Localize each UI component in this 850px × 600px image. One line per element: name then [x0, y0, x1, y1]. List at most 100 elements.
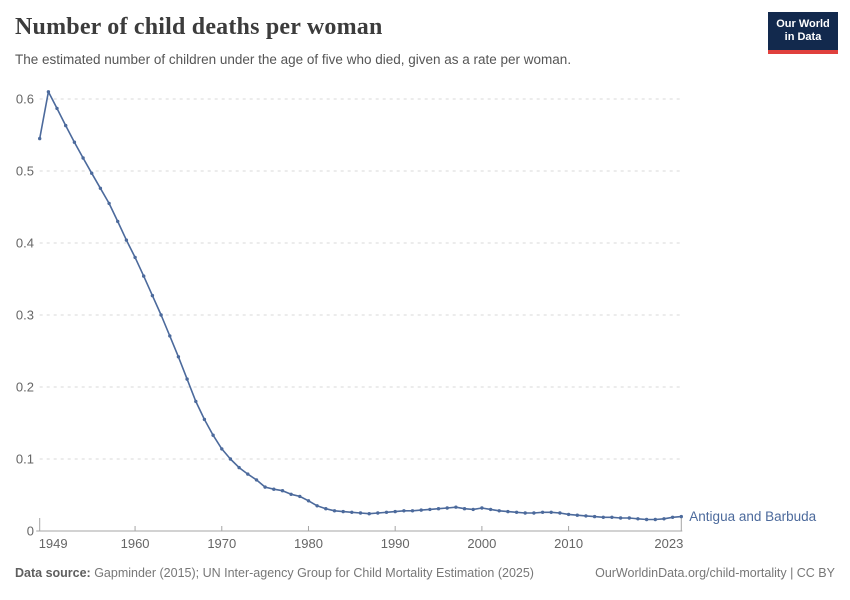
series-point: [176, 355, 181, 359]
x-tick-label: 1990: [381, 536, 410, 551]
series-point: [436, 507, 441, 511]
series-point: [159, 313, 163, 317]
series-point: [90, 171, 94, 175]
series-point: [150, 293, 155, 298]
series-point: [38, 136, 42, 141]
x-tick-label: 2010: [554, 536, 583, 551]
series-point: [116, 219, 120, 224]
series-point: [289, 492, 293, 496]
series-point: [540, 510, 545, 514]
series-point: [168, 334, 172, 338]
series-point: [523, 511, 527, 515]
series-point: [341, 509, 345, 514]
series-point: [55, 106, 59, 111]
x-tick-label: 2000: [467, 536, 496, 551]
y-axis-label: 0.1: [16, 452, 34, 467]
series-point: [237, 465, 241, 470]
x-tick-label: 1970: [207, 536, 236, 551]
data-source-note: Data source: Gapminder (2015); UN Inter-…: [15, 566, 534, 580]
series-point: [185, 377, 189, 381]
series-point: [584, 514, 588, 518]
series-point: [514, 510, 519, 514]
series-point: [480, 506, 484, 510]
series-point: [410, 509, 415, 513]
series-point: [566, 512, 571, 517]
y-axis-label: 0.6: [16, 92, 34, 107]
chart-subtitle: The estimated number of children under t…: [15, 52, 572, 67]
y-axis-label: 0.3: [16, 308, 34, 323]
series-point: [220, 447, 224, 451]
series-point: [558, 511, 562, 515]
y-axis-label: 0.5: [16, 164, 34, 179]
y-axis-label: 0.2: [16, 380, 34, 395]
series-point: [601, 515, 605, 519]
x-tick-label: 1960: [121, 536, 150, 551]
series-point: [419, 508, 423, 512]
series-point: [402, 509, 406, 513]
series-point: [592, 514, 597, 519]
series-point: [445, 506, 449, 510]
series-point: [306, 499, 311, 503]
series-line: [38, 91, 682, 521]
series-point: [298, 494, 302, 499]
owid-logo[interactable]: Our World in Data: [768, 12, 838, 54]
series-point: [350, 510, 354, 514]
series-point: [428, 507, 432, 512]
series-point: [488, 507, 493, 512]
series-point: [610, 515, 614, 519]
data-source-text: Gapminder (2015); UN Inter-agency Group …: [90, 566, 534, 580]
series-point: [497, 509, 501, 513]
series-point: [98, 186, 103, 190]
series-point: [332, 509, 337, 513]
series-point: [358, 511, 363, 515]
owid-logo-line2: in Data: [784, 31, 822, 43]
x-tick-label: 1980: [294, 536, 323, 551]
series-point: [46, 90, 51, 94]
page-title: Number of child deaths per woman: [15, 14, 383, 40]
series-point: [532, 511, 536, 515]
series-point: [627, 516, 631, 520]
x-tick-label: 1949: [39, 536, 68, 551]
series-point: [618, 516, 623, 520]
series-point: [471, 507, 475, 512]
series-point: [124, 238, 129, 242]
series-point: [263, 485, 267, 489]
series-point: [228, 457, 233, 461]
y-axis-label: 0.4: [16, 236, 34, 251]
series-point: [376, 511, 380, 515]
series-point: [679, 514, 683, 519]
x-tick-label: 2023: [654, 536, 683, 551]
series-point: [246, 472, 250, 476]
series-point: [142, 274, 146, 278]
series-point: [72, 140, 77, 144]
series-point: [506, 509, 510, 514]
series-point: [202, 417, 207, 422]
series-point: [644, 517, 649, 522]
series-point: [272, 487, 276, 491]
series-point: [393, 509, 397, 514]
series-point: [107, 201, 111, 206]
series-point: [575, 513, 579, 517]
series-point: [81, 156, 85, 160]
series-label[interactable]: Antigua and Barbuda: [689, 509, 816, 524]
series-point: [653, 517, 657, 522]
series-point: [662, 517, 666, 521]
series-point: [63, 123, 68, 128]
credit-link[interactable]: OurWorldinData.org/child-mortality | CC …: [595, 566, 835, 580]
series-point: [384, 510, 389, 514]
y-axis-label: 0: [27, 524, 34, 539]
owid-logo-line1: Our World: [776, 18, 830, 30]
series-point: [454, 505, 458, 509]
series-point: [367, 512, 371, 516]
series-point: [324, 507, 328, 511]
series-point: [636, 517, 640, 521]
series-point: [194, 399, 198, 404]
chart-footer: Data source: Gapminder (2015); UN Inter-…: [15, 566, 835, 580]
series-point: [133, 255, 137, 260]
series-point: [670, 515, 675, 519]
series-point: [315, 504, 319, 508]
data-source-label: Data source:: [15, 566, 91, 580]
series-point: [254, 478, 259, 482]
